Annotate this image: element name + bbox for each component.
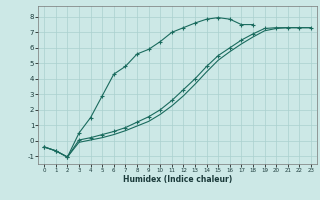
X-axis label: Humidex (Indice chaleur): Humidex (Indice chaleur) xyxy=(123,175,232,184)
